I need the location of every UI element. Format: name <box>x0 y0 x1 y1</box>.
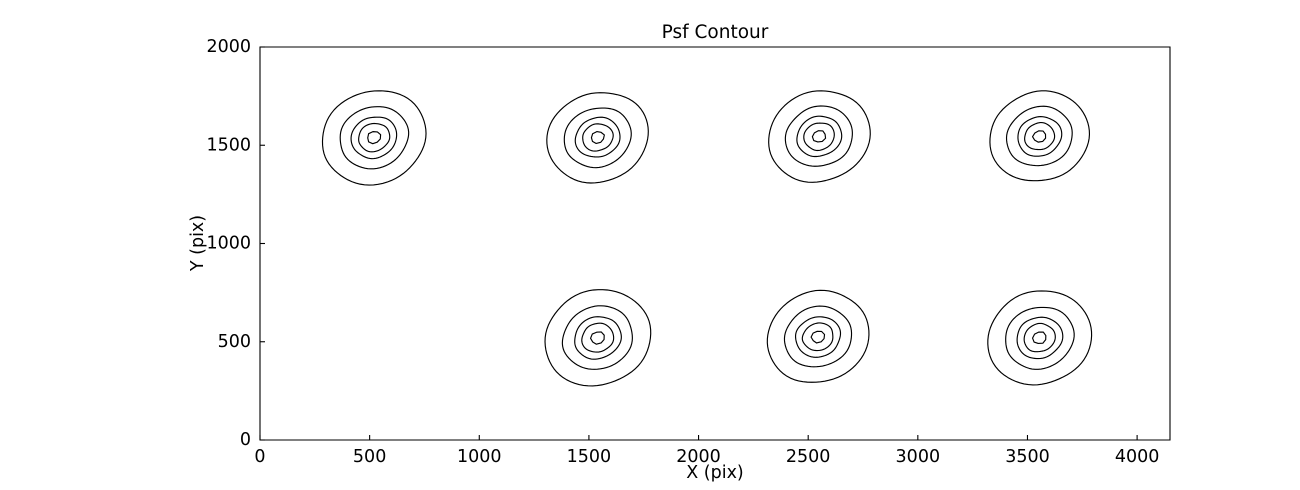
x-axis-tick-labels: 0 500 1000 1500 2000 2500 3000 3500 4000 <box>254 447 1159 467</box>
psf-series-psf-bottom-row <box>544 289 1093 387</box>
x-tick-label: 1500 <box>567 447 612 467</box>
x-tick-label: 0 <box>254 447 265 467</box>
psf-contour-blob <box>321 90 427 186</box>
contour-ring-level-4 <box>803 122 835 152</box>
psf-contour-blob <box>546 92 649 184</box>
contour-ring-level-1 <box>987 290 1093 386</box>
x-tick-label: 2500 <box>786 447 831 467</box>
x-tick-label: 1000 <box>457 447 502 467</box>
contour-ring-level-3 <box>796 115 843 158</box>
contour-ring-level-3 <box>794 316 842 358</box>
y-tick-label: 0 <box>240 430 251 450</box>
plot-title-group: Psf Contour <box>662 22 769 43</box>
contour-ring-level-5 <box>811 130 827 143</box>
y-tick-label: 1000 <box>206 234 251 254</box>
contour-ring-level-4 <box>1023 322 1056 353</box>
contour-ring-level-1 <box>766 289 870 383</box>
axes-frame <box>259 46 1171 441</box>
contour-ring-level-2 <box>561 305 633 370</box>
contour-ring-level-4 <box>1024 121 1056 151</box>
y-axis-ticks <box>260 46 265 441</box>
psf-contour-blob <box>766 289 870 383</box>
y-tick-label: 1500 <box>206 135 251 155</box>
contour-ring-level-4 <box>801 322 834 352</box>
x-axis-ticks <box>259 435 1138 440</box>
psf-series-psf-top-row <box>321 90 1091 186</box>
contour-blobs-group <box>321 90 1093 387</box>
contour-ring-level-1 <box>989 90 1091 182</box>
contour-ring-level-1 <box>321 90 427 186</box>
contour-ring-level-4 <box>358 122 391 153</box>
contour-ring-level-3 <box>574 116 621 158</box>
contour-ring-level-2 <box>563 107 632 169</box>
contour-ring-level-5 <box>367 131 382 145</box>
contour-ring-level-2 <box>784 105 853 167</box>
y-axis-tick-labels: 0 500 1000 1500 2000 <box>206 37 251 450</box>
x-tick-label: 3000 <box>896 447 941 467</box>
contour-ring-level-2 <box>783 305 853 368</box>
y-tick-label: 500 <box>218 332 251 352</box>
contour-ring-level-3 <box>1016 316 1064 360</box>
psf-contour-blob <box>768 90 871 183</box>
contour-ring-level-4 <box>581 322 615 353</box>
x-tick-label: 500 <box>353 447 386 467</box>
contour-ring-level-3 <box>350 116 398 160</box>
y-tick-label: 2000 <box>206 37 251 57</box>
x-tick-label: 3500 <box>1005 447 1050 467</box>
contour-ring-level-4 <box>582 123 614 152</box>
contour-ring-level-5 <box>590 131 605 145</box>
y-axis-label: Y (pix) <box>188 215 208 272</box>
axes-border <box>259 46 1171 441</box>
x-tick-label: 4000 <box>1115 447 1160 467</box>
contour-ring-level-5 <box>1031 331 1047 345</box>
contour-ring-level-3 <box>574 316 622 360</box>
contour-ring-level-2 <box>1005 306 1075 370</box>
x-tick-label: 2000 <box>676 447 721 467</box>
psf-contour-blob <box>987 290 1093 386</box>
psf-contour-blob <box>989 90 1091 182</box>
contour-ring-level-2 <box>1005 105 1073 167</box>
page-title: Psf Contour <box>662 22 769 43</box>
contour-ring-level-2 <box>339 106 410 170</box>
contour-ring-level-5 <box>589 331 605 345</box>
contour-ring-level-5 <box>1031 130 1047 143</box>
psf-contour-blob <box>544 289 652 387</box>
contour-ring-level-3 <box>1017 116 1063 157</box>
contour-ring-level-1 <box>546 92 649 184</box>
contour-ring-level-5 <box>810 330 826 344</box>
x-axis-label: X (pix) <box>686 463 744 483</box>
contour-ring-level-1 <box>544 289 652 387</box>
contour-ring-level-1 <box>768 90 871 183</box>
